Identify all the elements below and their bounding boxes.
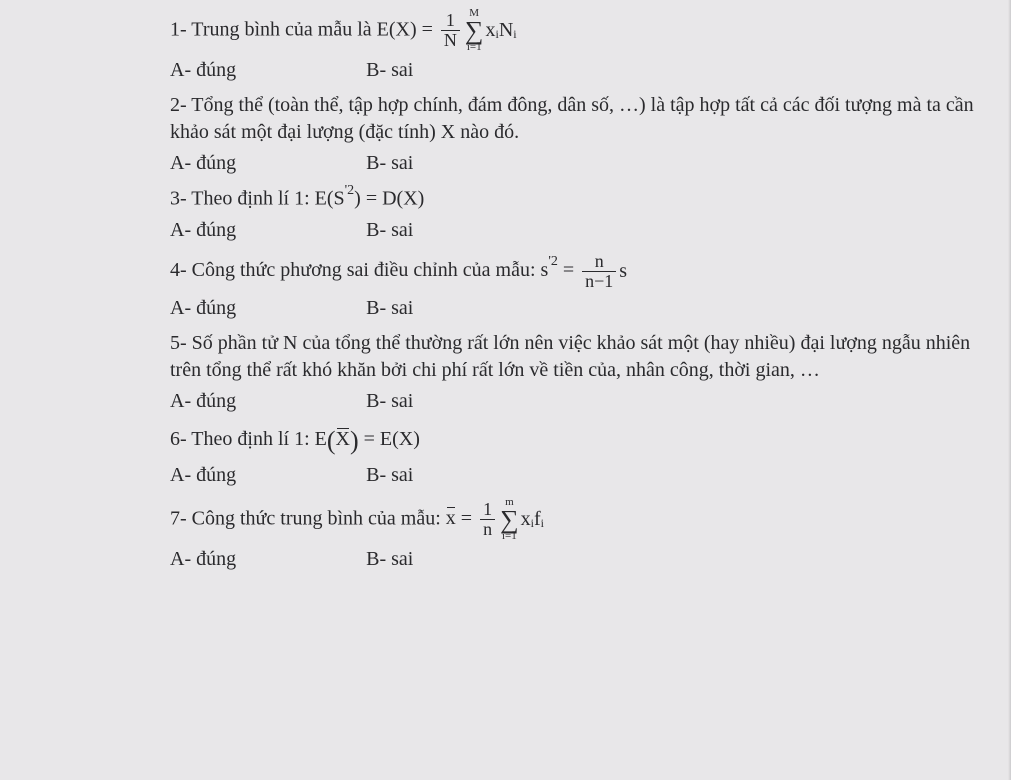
q2-choices: A- đúng B- sai	[170, 150, 1001, 177]
q7-x: x	[521, 506, 531, 533]
q5-choices: A- đúng B- sai	[170, 388, 1001, 415]
question-3: 3- Theo định lí 1: E(S'2) = D(X) A- đúng…	[170, 185, 1001, 244]
q1-choices: A- đúng B- sai	[170, 57, 1001, 84]
q1-formula: 1 N M ∑ i=1 xiNi	[438, 8, 517, 53]
q4-sup: '2	[548, 254, 558, 269]
q4-choice-a[interactable]: A- đúng	[170, 295, 236, 322]
q1-N: N	[499, 17, 513, 44]
q7-f: f	[534, 506, 541, 533]
q1-frac-num: 1	[443, 11, 458, 30]
q7-frac: 1 n	[480, 500, 495, 539]
q1-choice-a[interactable]: A- đúng	[170, 57, 236, 84]
question-4: 4- Công thức phương sai điều chỉnh của m…	[170, 252, 1001, 322]
q7-choices: A- đúng B- sai	[170, 546, 1001, 573]
question-6-text: 6- Theo định lí 1: E(X) = E(X)	[170, 423, 1001, 458]
q7-sum-bot: i=1	[502, 531, 517, 542]
q6-rparen: )	[350, 426, 359, 455]
q4-formula: n n−1 s	[579, 252, 627, 291]
q4-frac-num: n	[592, 252, 607, 271]
q1-prefix: 1- Trung bình của mẫu là E(X) =	[170, 18, 433, 40]
sigma-icon: ∑	[500, 508, 519, 531]
q1-choice-b[interactable]: B- sai	[366, 57, 413, 84]
q3-sup: '2	[345, 183, 355, 198]
q4-frac-den: n−1	[582, 271, 616, 291]
question-1: 1- Trung bình của mẫu là E(X) = 1 N M ∑ …	[170, 8, 1001, 84]
q7-formula: 1 n m ∑ i=1 xifi	[477, 497, 544, 542]
question-2: 2- Tổng thể (toàn thể, tập hợp chính, đá…	[170, 92, 1001, 177]
q7-prefix: 7- Công thức trung bình của mẫu:	[170, 507, 446, 529]
q6-eq: = E(X)	[359, 428, 420, 450]
q7-frac-den: n	[480, 519, 495, 539]
q3-choice-a[interactable]: A- đúng	[170, 217, 236, 244]
q7-xbar: x	[446, 505, 456, 532]
q6-prefix: 6- Theo định lí 1: E	[170, 428, 327, 450]
q6-choice-a[interactable]: A- đúng	[170, 462, 236, 489]
q7-frac-num: 1	[480, 500, 495, 519]
q7-sub-i: i	[531, 515, 534, 531]
question-2-text: 2- Tổng thể (toàn thể, tập hợp chính, đá…	[170, 92, 1001, 146]
question-4-text: 4- Công thức phương sai điều chỉnh của m…	[170, 252, 1001, 291]
q7-sub-i2: i	[541, 515, 544, 531]
question-5-text: 5- Số phần tử N của tổng thể thường rất …	[170, 330, 1001, 384]
question-7: 7- Công thức trung bình của mẫu: x = 1 n…	[170, 497, 1001, 573]
q3-choices: A- đúng B- sai	[170, 217, 1001, 244]
q6-choices: A- đúng B- sai	[170, 462, 1001, 489]
question-5: 5- Số phần tử N của tổng thể thường rất …	[170, 330, 1001, 415]
sigma-icon: ∑	[465, 19, 484, 42]
q4-eq: =	[558, 259, 579, 281]
q6-xbar: X	[336, 426, 350, 453]
q1-sum-bot: i=1	[467, 42, 482, 53]
q6-lparen: (	[327, 426, 336, 455]
q2-choice-a[interactable]: A- đúng	[170, 150, 236, 177]
question-7-text: 7- Công thức trung bình của mẫu: x = 1 n…	[170, 497, 1001, 542]
q4-choices: A- đúng B- sai	[170, 295, 1001, 322]
question-1-text: 1- Trung bình của mẫu là E(X) = 1 N M ∑ …	[170, 8, 1001, 53]
q1-frac-den: N	[441, 30, 460, 50]
q2-choice-b[interactable]: B- sai	[366, 150, 413, 177]
q5-choice-b[interactable]: B- sai	[366, 388, 413, 415]
q4-frac: n n−1	[582, 252, 616, 291]
question-3-text: 3- Theo định lí 1: E(S'2) = D(X)	[170, 185, 1001, 213]
q1-x: x	[485, 17, 495, 44]
q7-choice-b[interactable]: B- sai	[366, 546, 413, 573]
q6-choice-b[interactable]: B- sai	[366, 462, 413, 489]
q1-sum: M ∑ i=1	[465, 8, 484, 53]
q4-prefix: 4- Công thức phương sai điều chỉnh của m…	[170, 259, 548, 281]
q1-frac: 1 N	[441, 11, 460, 50]
q4-after: s	[619, 258, 627, 285]
q4-choice-b[interactable]: B- sai	[366, 295, 413, 322]
q3-prefix: 3- Theo định lí 1: E(S	[170, 188, 345, 210]
question-6: 6- Theo định lí 1: E(X) = E(X) A- đúng B…	[170, 423, 1001, 489]
q7-sum: m ∑ i=1	[500, 497, 519, 542]
q7-choice-a[interactable]: A- đúng	[170, 546, 236, 573]
q1-sub-i2: i	[513, 26, 516, 42]
q7-eq: =	[456, 507, 477, 529]
q5-choice-a[interactable]: A- đúng	[170, 388, 236, 415]
q1-sub-i: i	[495, 26, 498, 42]
q3-choice-b[interactable]: B- sai	[366, 217, 413, 244]
q3-mid: ) = D(X)	[354, 188, 424, 210]
